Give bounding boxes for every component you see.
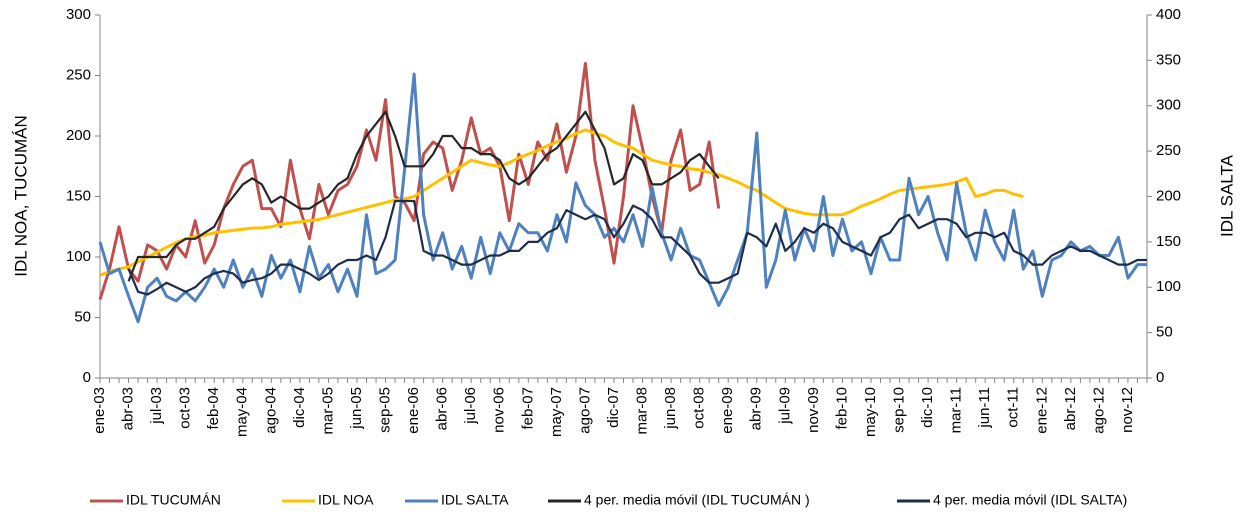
y2-tick-label: 200 [1156,187,1181,204]
x-tick-label: nov-12 [1119,387,1136,433]
x-tick-label: may-10 [862,387,879,437]
x-tick-label: abr-09 [748,387,765,430]
x-tick-label: abr-06 [434,387,451,430]
x-tick-label: nov-09 [805,387,822,433]
y2-tick-label: 100 [1156,278,1181,295]
x-tick-label: abr-03 [120,387,137,430]
y2-tick-label: 0 [1156,369,1164,386]
series-line [127,110,720,282]
x-tick-label: sep-05 [377,387,394,433]
x-tick-label: may-04 [234,387,251,437]
x-tick-label: ago-07 [576,387,593,434]
x-tick-label: sep-10 [890,387,907,433]
x-tick-label: oct-08 [691,387,708,429]
y2-tick-label: 250 [1156,142,1181,159]
y2-tick-label: 350 [1156,51,1181,68]
x-tick-label: oct-11 [1005,387,1022,428]
y-axis-title: IDL NOA, TUCUMÁN [11,115,30,277]
x-tick-label: mar-05 [319,387,336,435]
x-tick-label: jul-09 [776,387,793,425]
series-line [99,128,1024,277]
x-tick-label: jun-05 [348,387,365,430]
series-line [98,72,1147,324]
x-tick-label: ene-03 [91,387,108,434]
x-tick-label: jul-03 [148,387,165,425]
x-tick-label: ago-12 [1090,387,1107,434]
y-tick-label: 250 [66,66,91,83]
y2-tick-label: 400 [1156,6,1181,23]
legend-label: IDL SALTA [441,492,509,508]
y-tick-label: 300 [66,6,91,23]
x-tick-label: ago-04 [262,387,279,434]
x-tick-label: jun-08 [662,387,679,430]
x-tick-label: ene-06 [405,387,422,434]
x-tick-label: feb-10 [833,387,850,430]
x-tick-label: mar-11 [948,387,965,433]
y-tick-label: 150 [66,187,91,204]
x-tick-label: nov-06 [491,387,508,433]
x-tick-label: may-07 [548,387,565,437]
x-tick-label: jun-11 [976,387,993,429]
y-tick-label: 100 [66,248,91,265]
legend-label: IDL TUCUMÁN [126,492,221,508]
x-tick-label: dic-10 [919,387,936,428]
y2-tick-label: 300 [1156,97,1181,114]
x-tick-label: ene-12 [1033,387,1050,434]
x-tick-label: feb-04 [205,387,222,430]
legend-label: 4 per. media móvil (IDL SALTA) [933,492,1127,508]
y2-tick-label: 50 [1156,324,1173,341]
x-tick-label: oct-03 [177,387,194,429]
x-tick-label: dic-04 [291,387,308,428]
legend-label: IDL NOA [318,492,374,508]
x-tick-label: abr-12 [1062,387,1079,430]
series-line [98,61,721,300]
legend-label: 4 per. media móvil (IDL TUCUMÁN ) [584,492,810,508]
x-tick-label: dic-07 [605,387,622,428]
series-line [127,199,1147,296]
x-tick-label: feb-07 [519,387,536,430]
x-tick-label: mar-08 [634,387,651,435]
x-tick-label: ene-09 [719,387,736,434]
y-tick-label: 0 [83,369,91,386]
x-tick-label: jul-06 [462,387,479,425]
y2-tick-label: 150 [1156,233,1181,250]
y2-axis-title: IDL SALTA [1217,154,1236,237]
y-tick-label: 50 [74,308,91,325]
y-tick-label: 200 [66,127,91,144]
